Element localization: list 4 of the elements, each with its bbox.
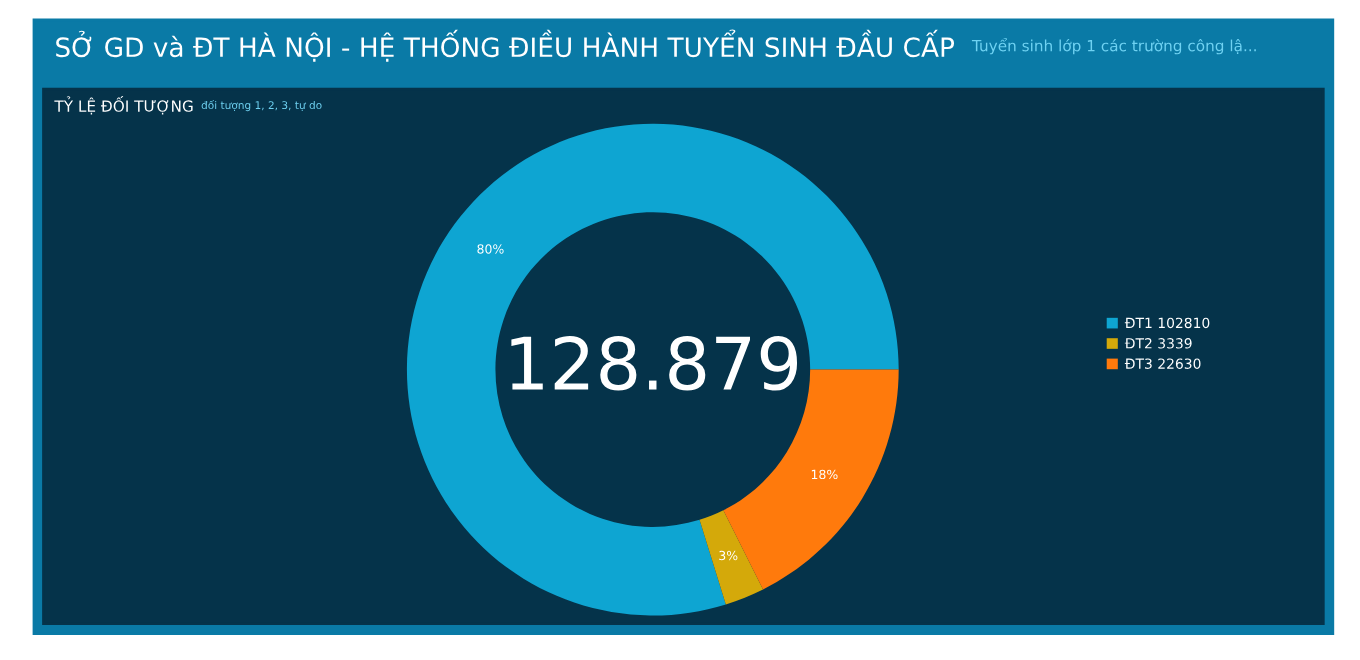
text: 128.879	[511, 335, 798, 391]
donut-slice	[699, 510, 764, 605]
chart-title: SỞ GD và ĐT HÀ NỘI - HỆ THỐNG ĐIỀU HÀNH TUYỂN SINH ĐẦU CẤP	[56, 29, 955, 62]
donut-slice	[406, 123, 899, 616]
